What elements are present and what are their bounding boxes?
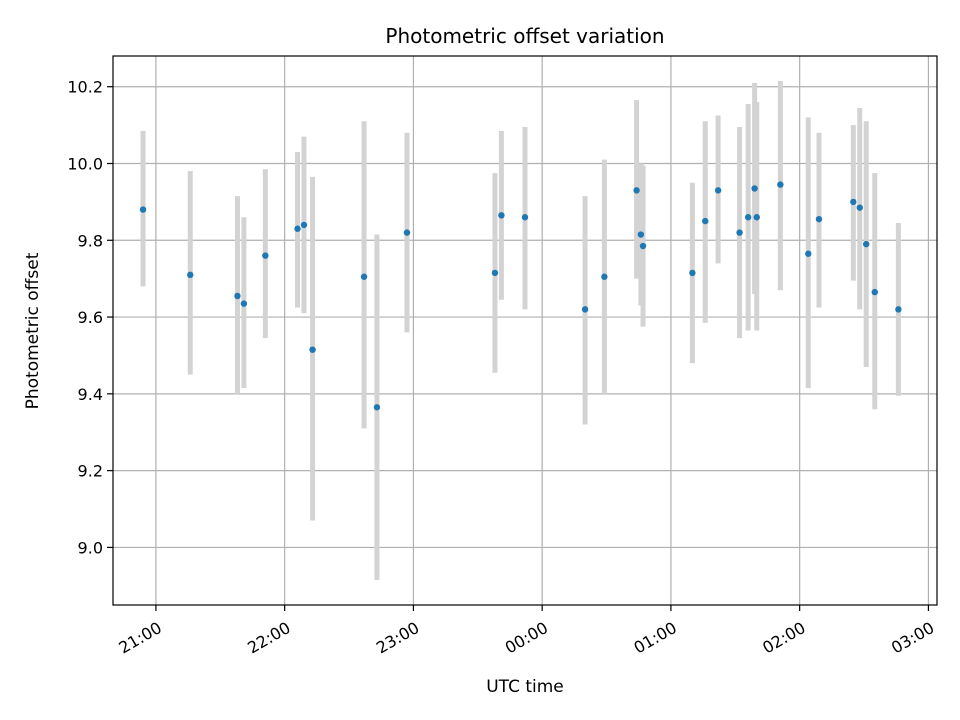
data-point	[498, 212, 505, 219]
data-point	[373, 404, 381, 411]
data-point	[234, 292, 241, 300]
data-point	[714, 187, 722, 194]
data-point	[753, 214, 760, 221]
data-point	[736, 229, 743, 236]
data-point	[309, 346, 316, 353]
data-point	[702, 217, 709, 225]
data-point	[240, 300, 248, 307]
data-point	[871, 288, 878, 296]
data-point	[601, 273, 608, 280]
y-tick-label: 9.2	[78, 462, 103, 481]
data-point	[581, 306, 589, 313]
data-point	[895, 306, 902, 313]
y-tick-label: 9.4	[78, 385, 103, 404]
y-axis-label: Photometric offset	[23, 252, 43, 409]
data-point	[262, 252, 269, 259]
y-axis: 9.0 9.2 9.4 9.6 9.8 10.0 10.2	[67, 78, 113, 557]
data-point	[805, 250, 812, 257]
data-point	[491, 269, 499, 277]
data-point	[862, 240, 870, 248]
y-tick-label: 10.0	[67, 154, 103, 173]
data-point	[689, 269, 696, 277]
x-axis-label: UTC time	[486, 677, 564, 697]
data-point	[300, 221, 308, 229]
data-point	[639, 242, 647, 250]
data-points	[139, 181, 902, 411]
data-point	[815, 215, 823, 223]
y-tick-label: 9.6	[78, 308, 103, 327]
data-point	[139, 206, 147, 213]
data-point	[187, 271, 194, 279]
y-tick-label: 9.0	[78, 538, 103, 557]
y-tick-label: 10.2	[67, 78, 103, 97]
chart-title: Photometric offset variation	[385, 24, 664, 48]
data-point	[856, 204, 863, 211]
plot-frame	[112, 55, 938, 606]
y-tick-label: 9.8	[78, 231, 103, 250]
data-point	[294, 225, 301, 232]
data-point	[521, 214, 529, 221]
data-point	[777, 181, 784, 188]
data-point	[637, 231, 645, 238]
data-point	[403, 229, 411, 236]
data-point	[633, 187, 640, 194]
data-point	[360, 273, 368, 280]
data-point	[850, 198, 857, 206]
data-point	[744, 214, 752, 221]
data-point	[751, 185, 758, 192]
